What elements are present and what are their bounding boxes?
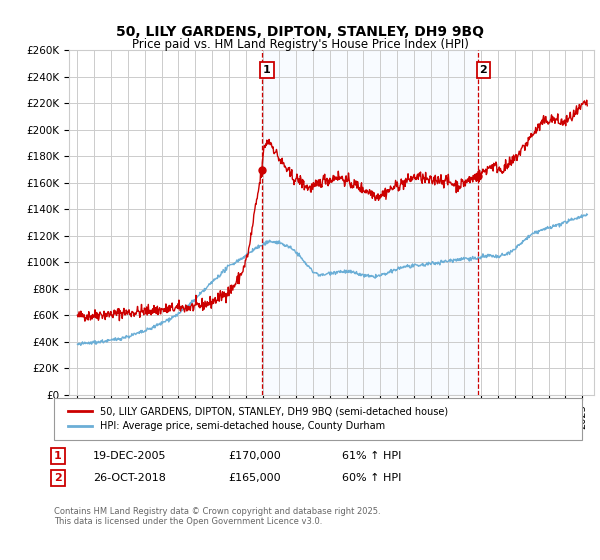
Text: 2: 2 [479,66,487,75]
Text: 50, LILY GARDENS, DIPTON, STANLEY, DH9 9BQ: 50, LILY GARDENS, DIPTON, STANLEY, DH9 9… [116,25,484,39]
Text: Contains HM Land Registry data © Crown copyright and database right 2025.
This d: Contains HM Land Registry data © Crown c… [54,507,380,526]
Text: 19-DEC-2005: 19-DEC-2005 [93,451,167,461]
Text: Price paid vs. HM Land Registry's House Price Index (HPI): Price paid vs. HM Land Registry's House … [131,38,469,51]
Text: 26-OCT-2018: 26-OCT-2018 [93,473,166,483]
Text: 60% ↑ HPI: 60% ↑ HPI [342,473,401,483]
Text: 1: 1 [54,451,62,461]
FancyBboxPatch shape [54,398,582,440]
Text: 1: 1 [263,66,271,75]
Text: 2: 2 [54,473,62,483]
Legend: 50, LILY GARDENS, DIPTON, STANLEY, DH9 9BQ (semi-detached house), HPI: Average p: 50, LILY GARDENS, DIPTON, STANLEY, DH9 9… [64,402,452,435]
Text: £165,000: £165,000 [228,473,281,483]
Text: £170,000: £170,000 [228,451,281,461]
Text: 61% ↑ HPI: 61% ↑ HPI [342,451,401,461]
Bar [262,50,478,395]
